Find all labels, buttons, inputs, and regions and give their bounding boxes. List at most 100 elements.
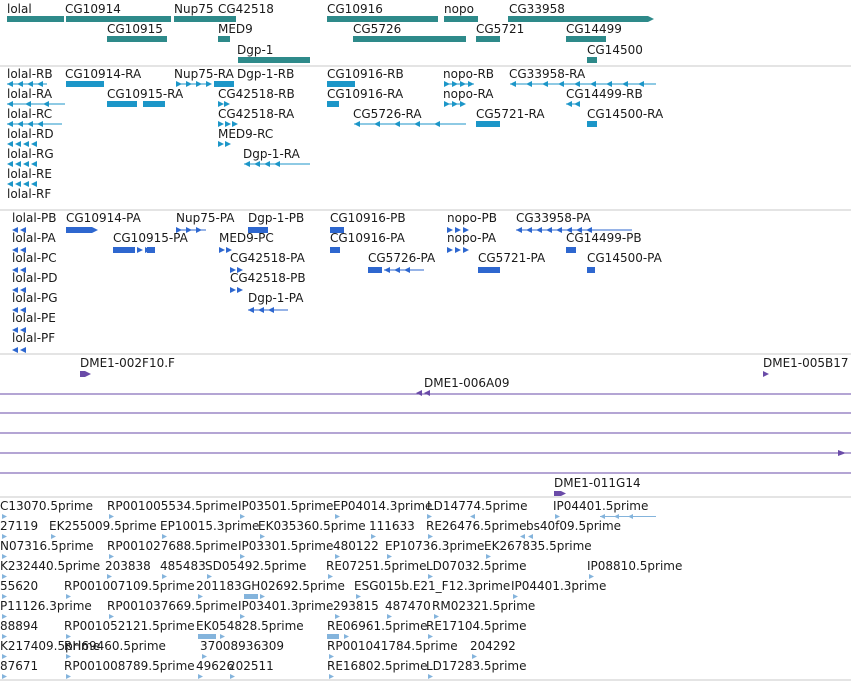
ests-ip03301-5prime-label[interactable]: IP03301.5prime: [238, 539, 334, 553]
transcripts-r-med9-rc-label[interactable]: MED9-RC: [218, 127, 274, 141]
genes-cg5721-glyph[interactable]: [476, 36, 500, 42]
ests-ip04401-5prime-glyph[interactable]: [600, 514, 656, 519]
ests-ld17283-5prime-label[interactable]: LD17283.5prime: [426, 659, 527, 673]
transcripts-p-cg5726-pa-glyph[interactable]: [368, 267, 382, 273]
ests-bs40f09-5prime-label[interactable]: bs40f09.5prime: [526, 519, 622, 533]
transcripts-r-dgp-1-rb-label[interactable]: Dgp-1-RB: [237, 67, 295, 81]
transcripts-r-med9-rc-glyph[interactable]: [218, 141, 231, 147]
ests-rp001007109-5prime-label[interactable]: RP001007109.5prime: [64, 579, 195, 593]
transcripts-r-nopo-rb-glyph[interactable]: [444, 81, 474, 87]
transcripts-r-cg14500-ra-label[interactable]: CG14500-RA: [587, 107, 664, 121]
ests-55620-glyph[interactable]: [2, 594, 7, 599]
ests-ip08810-5prime-glyph[interactable]: [589, 574, 594, 579]
transcripts-r-dgp-1-ra-glyph[interactable]: [244, 161, 310, 167]
ests-ek054828-5prime-glyph[interactable]: [198, 634, 216, 639]
transcripts-p-dgp-1-pb-label[interactable]: Dgp-1-PB: [248, 211, 305, 225]
genes-nup75-glyph[interactable]: [174, 16, 218, 22]
ests-ld07032-5prime-glyph[interactable]: [428, 574, 433, 579]
ests-rm02321-5prime-label[interactable]: RM02321.5prime: [432, 599, 536, 613]
transcripts-r-lolal-rd-glyph[interactable]: [7, 141, 37, 147]
clones-dme1-006a09-label[interactable]: DME1-006A09: [424, 376, 510, 390]
transcripts-p-nup75-pa-glyph[interactable]: [176, 227, 206, 233]
ests-49626-glyph[interactable]: [198, 674, 203, 679]
ests-ek267835-5prime-label[interactable]: EK267835.5prime: [484, 539, 592, 553]
transcripts-r-cg10916-rb-glyph[interactable]: [327, 81, 355, 87]
transcripts-p-cg10915-pa-glyph[interactable]: [147, 247, 155, 253]
ests-ip04401-3prime-glyph[interactable]: [513, 594, 518, 599]
ests-ip04401-5prime-label[interactable]: IP04401.5prime: [553, 499, 649, 513]
clones-dme1-005b17-label[interactable]: DME1-005B17: [763, 356, 849, 370]
ests-87671-label[interactable]: 87671: [0, 659, 39, 673]
transcripts-r-lolal-rc-glyph[interactable]: [7, 121, 62, 127]
transcripts-r-cg10914-ra-label[interactable]: CG10914-RA: [65, 67, 142, 81]
transcripts-r-lolal-ra-label[interactable]: lolal-RA: [7, 87, 53, 101]
ests-ip03401-3prime-glyph[interactable]: [240, 614, 245, 619]
ests-rp001052121-5prime-glyph[interactable]: [66, 634, 71, 639]
genes-cg42518-glyph[interactable]: [218, 16, 236, 22]
transcripts-p-cg10916-pb-glyph[interactable]: [330, 227, 344, 233]
transcripts-r-nup75-ra-glyph[interactable]: [176, 81, 212, 87]
genes-cg14499-label[interactable]: CG14499: [566, 22, 622, 36]
ests-201183-glyph[interactable]: [198, 594, 203, 599]
ests-sd05492-5prime-glyph[interactable]: [207, 574, 212, 579]
transcripts-r-cg10915-ra-glyph[interactable]: [143, 101, 165, 107]
genes-dgp-1-glyph[interactable]: [238, 57, 310, 63]
ests-ep10015-3prime-label[interactable]: EP10015.3prime: [160, 519, 260, 533]
ests-rp001005534-5prime-label[interactable]: RP001005534.5prime: [107, 499, 238, 513]
transcripts-p-lolal-pc-label[interactable]: lolal-PC: [12, 251, 57, 265]
transcripts-p-lolal-pb-label[interactable]: lolal-PB: [12, 211, 57, 225]
transcripts-p-lolal-pf-glyph[interactable]: [12, 347, 26, 353]
transcripts-p-cg10916-pa-glyph[interactable]: [330, 247, 340, 253]
ests-rp001037669-5prime-label[interactable]: RP001037669.5prime: [107, 599, 238, 613]
ests-gh02692-5prime-glyph[interactable]: [244, 594, 258, 599]
ests-49626-label[interactable]: 49626: [196, 659, 235, 673]
ests-485483-label[interactable]: 485483: [160, 559, 206, 573]
transcripts-r-cg14500-ra-glyph[interactable]: [587, 121, 597, 127]
ests-re06961-5prime-glyph[interactable]: [344, 634, 349, 639]
transcripts-r-nopo-rb-label[interactable]: nopo-RB: [443, 67, 495, 81]
genes-nopo-glyph[interactable]: [444, 16, 478, 22]
genes-cg10914-glyph[interactable]: [66, 16, 171, 22]
ests-487470-label[interactable]: 487470: [385, 599, 431, 613]
ests-ip03501-5prime-label[interactable]: IP03501.5prime: [238, 499, 334, 513]
ests-ip03301-5prime-glyph[interactable]: [240, 554, 245, 559]
transcripts-p-cg42518-pa-glyph[interactable]: [230, 267, 243, 273]
ests-re06961-5prime-glyph[interactable]: [327, 634, 339, 639]
ests-rp001007109-5prime-glyph[interactable]: [66, 594, 71, 599]
ests-ek035360-5prime-glyph[interactable]: [260, 534, 265, 539]
transcripts-r-cg10916-ra-glyph[interactable]: [327, 101, 339, 107]
transcripts-p-nopo-pa-label[interactable]: nopo-PA: [447, 231, 497, 245]
genes-dgp-1-label[interactable]: Dgp-1: [237, 43, 274, 57]
transcripts-p-cg5726-pa-label[interactable]: CG5726-PA: [368, 251, 436, 265]
ests-rh69460-5prime-label[interactable]: RH69460.5prime: [64, 639, 166, 653]
ests-rp001005534-5prime-glyph[interactable]: [109, 514, 114, 519]
transcripts-p-lolal-pe-label[interactable]: lolal-PE: [12, 311, 56, 325]
clones-dme1-002f10-f-label[interactable]: DME1-002F10.F: [80, 356, 175, 370]
ests-ep04014-3prime-glyph[interactable]: [335, 514, 340, 519]
transcripts-r-lolal-rb-glyph[interactable]: [7, 81, 47, 87]
transcripts-p-cg14500-pa-label[interactable]: CG14500-PA: [587, 251, 662, 265]
genes-nup75-label[interactable]: Nup75: [174, 2, 214, 16]
transcripts-r-cg10916-ra-label[interactable]: CG10916-RA: [327, 87, 404, 101]
ests-202511-label[interactable]: 202511: [228, 659, 274, 673]
ests-k217409-5prime-glyph[interactable]: [2, 654, 7, 659]
transcripts-r-cg42518-rb-label[interactable]: CG42518-RB: [218, 87, 295, 101]
genes-cg14500-glyph[interactable]: [587, 57, 597, 63]
genes-cg42518-label[interactable]: CG42518: [218, 2, 274, 16]
ests-p11126-3prime-label[interactable]: P11126.3prime: [0, 599, 92, 613]
transcripts-p-lolal-pa-glyph[interactable]: [12, 247, 26, 253]
transcripts-p-cg10916-pa-label[interactable]: CG10916-PA: [330, 231, 405, 245]
genes-lolal-glyph[interactable]: [7, 16, 64, 22]
transcripts-r-cg10915-ra-glyph[interactable]: [107, 101, 137, 107]
transcripts-r-cg5721-ra-glyph[interactable]: [476, 121, 500, 127]
ests-ek054828-5prime-label[interactable]: EK054828.5prime: [196, 619, 304, 633]
ests-rp001027688-5prime-glyph[interactable]: [109, 554, 114, 559]
transcripts-p-cg33958-pa-glyph[interactable]: [516, 227, 632, 233]
genes-cg33958-glyph[interactable]: [508, 16, 654, 22]
ests-293815-glyph[interactable]: [335, 614, 340, 619]
ests-p11126-3prime-glyph[interactable]: [2, 614, 7, 619]
ests-re06961-5prime-label[interactable]: RE06961.5prime: [327, 619, 428, 633]
transcripts-p-lolal-pa-label[interactable]: lolal-PA: [12, 231, 56, 245]
ests-202511-glyph[interactable]: [230, 674, 235, 679]
ests-204292-glyph[interactable]: [472, 654, 477, 659]
